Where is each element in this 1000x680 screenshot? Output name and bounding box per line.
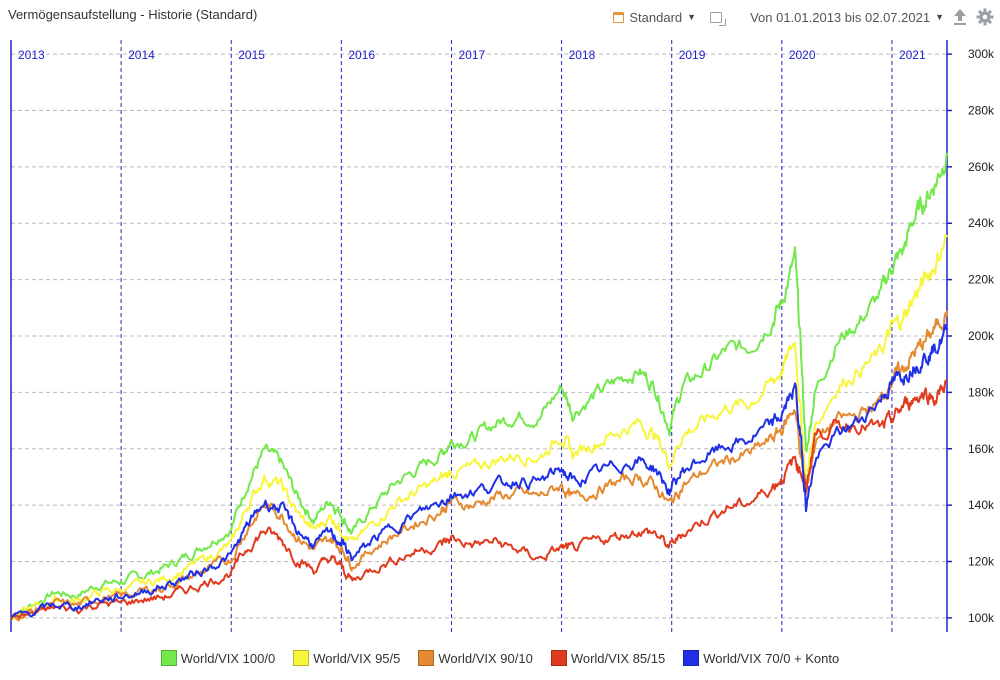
series-line xyxy=(10,310,948,622)
y-tick-label: 260k xyxy=(968,160,995,174)
series-line xyxy=(10,379,948,621)
x-tick-label: 2013 xyxy=(18,48,45,62)
y-tick-label: 200k xyxy=(968,329,995,343)
y-tick-label: 140k xyxy=(968,498,995,512)
legend-item[interactable]: World/VIX 95/5 xyxy=(293,650,400,666)
chevron-down-icon: ▼ xyxy=(687,12,697,22)
x-tick-label: 2018 xyxy=(569,48,596,62)
view-selector-label: Standard xyxy=(629,9,683,25)
date-range-selector[interactable]: Von 01.01.2013 bis 02.07.2021 ▼ xyxy=(750,10,944,25)
legend-label: World/VIX 90/10 xyxy=(438,650,533,666)
legend-label: World/VIX 100/0 xyxy=(180,650,276,666)
y-tick-label: 160k xyxy=(968,442,995,456)
x-tick-label: 2019 xyxy=(679,48,706,62)
legend-item[interactable]: World/VIX 90/10 xyxy=(418,650,533,666)
x-tick-label: 2016 xyxy=(348,48,375,62)
legend-item[interactable]: World/VIX 70/0 + Konto xyxy=(683,650,839,666)
y-tick-label: 240k xyxy=(968,216,995,230)
legend-label: World/VIX 85/15 xyxy=(570,650,666,666)
x-tick-label: 2020 xyxy=(789,48,816,62)
series-line xyxy=(10,152,948,619)
y-tick-label: 180k xyxy=(968,385,995,399)
y-tick-label: 300k xyxy=(968,47,995,61)
y-tick-label: 120k xyxy=(968,555,995,569)
legend-item[interactable]: World/VIX 100/0 xyxy=(160,650,276,666)
gear-icon[interactable] xyxy=(976,8,994,26)
chart-toolbar: Standard ▼ Von 01.01.2013 bis 02.07.2021… xyxy=(613,8,994,26)
history-line-chart: 100k 120k 140k 160k 180k 200k 220k 240k 260k 280k… xyxy=(10,40,995,632)
x-tick-label: 2021 xyxy=(899,48,926,62)
legend-item[interactable]: World/VIX 85/15 xyxy=(550,650,666,666)
legend-swatch xyxy=(418,650,435,666)
view-selector[interactable]: Standard ▼ xyxy=(613,10,696,25)
date-range-label: Von 01.01.2013 bis 02.07.2021 xyxy=(750,9,931,25)
chart-legend: World/VIX 100/0 World/VIX 95/5 World/VIX 9… xyxy=(0,650,1000,666)
series-line xyxy=(10,323,948,618)
legend-swatch xyxy=(293,650,310,666)
x-tick-label: 2017 xyxy=(458,48,485,62)
x-tick-label: 2014 xyxy=(128,48,155,62)
upload-icon[interactable] xyxy=(952,8,968,26)
y-tick-label: 100k xyxy=(968,611,995,625)
x-tick-label: 2015 xyxy=(238,48,265,62)
legend-swatch xyxy=(550,650,567,666)
page-title: Vermögensaufstellung - Historie (Standar… xyxy=(8,7,258,22)
legend-label: World/VIX 70/0 + Konto xyxy=(703,650,840,666)
chevron-down-icon: ▼ xyxy=(935,12,944,22)
legend-swatch xyxy=(683,650,700,666)
calendar-icon xyxy=(613,11,625,23)
legend-swatch xyxy=(160,650,177,666)
series-line xyxy=(10,234,948,621)
y-tick-label: 280k xyxy=(968,103,995,117)
y-tick-label: 220k xyxy=(968,273,995,287)
legend-label: World/VIX 95/5 xyxy=(313,650,401,666)
export-icon[interactable] xyxy=(710,11,727,26)
